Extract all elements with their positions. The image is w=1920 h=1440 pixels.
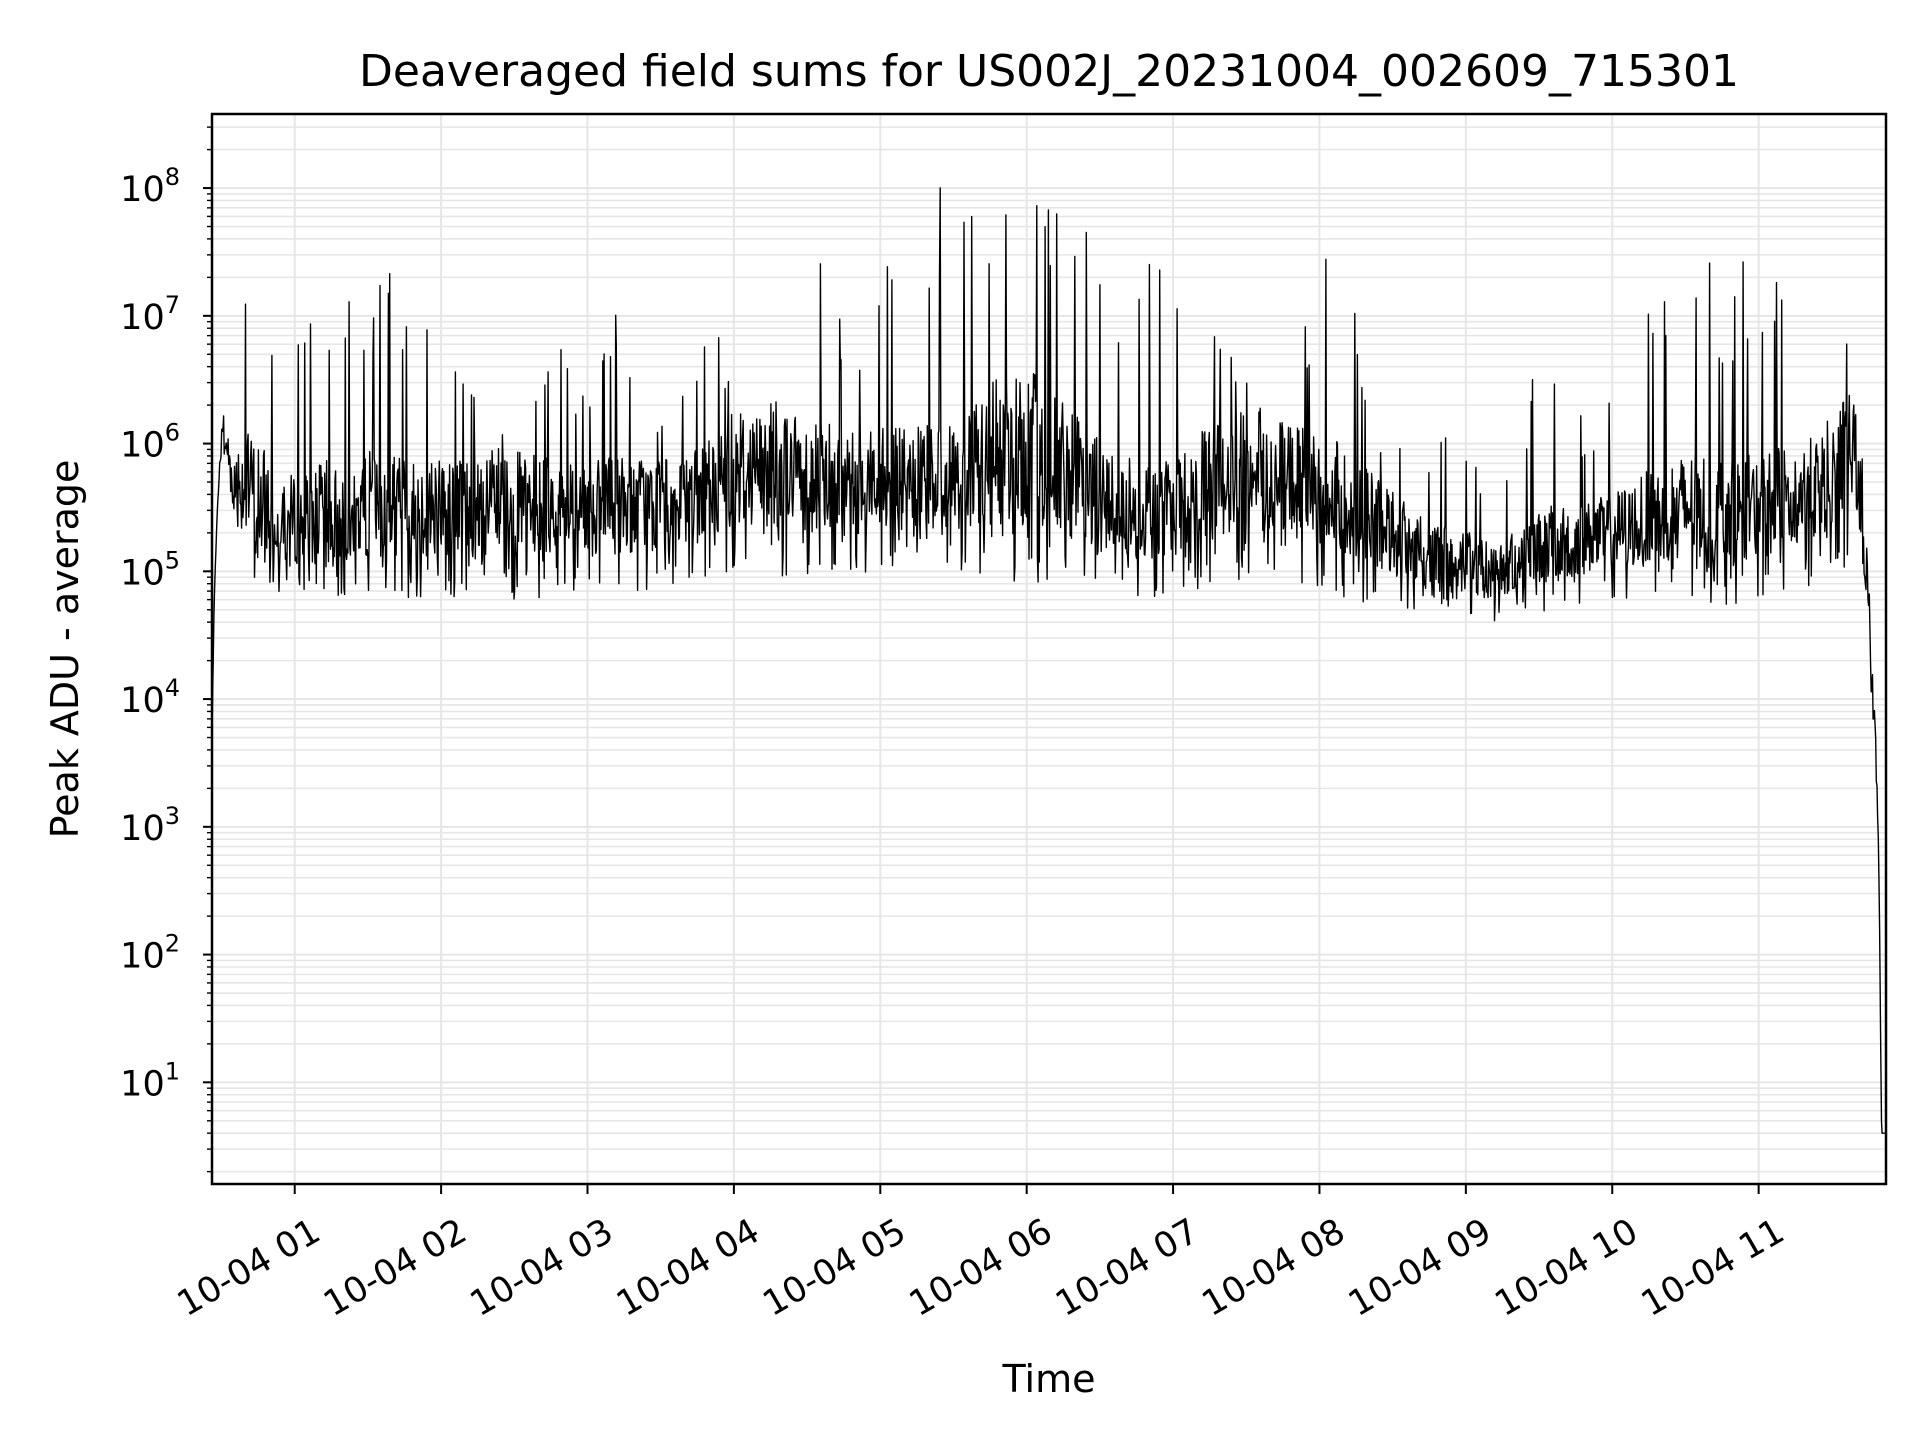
chart-title: Deaveraged field sums for US002J_2023100… xyxy=(359,46,1739,97)
y-tick-base: 10 xyxy=(120,937,165,977)
y-tick-base: 10 xyxy=(120,553,165,593)
y-tick-base: 10 xyxy=(120,170,165,210)
y-tick-label: 108 xyxy=(120,163,180,210)
y-tick-exponent: 6 xyxy=(165,419,180,447)
y-tick-exponent: 3 xyxy=(165,802,180,830)
series-layer xyxy=(211,187,1887,1134)
y-tick-label: 107 xyxy=(120,291,180,338)
y-axis-label: Peak ADU - average xyxy=(43,460,87,839)
y-tick-label: 106 xyxy=(120,419,180,466)
y-tick-exponent: 8 xyxy=(165,163,180,191)
plot-frame xyxy=(210,112,1888,1186)
y-tick-exponent: 7 xyxy=(165,291,180,319)
y-tick-label: 104 xyxy=(120,674,180,721)
y-tick-base: 10 xyxy=(120,809,165,849)
y-tick-label: 101 xyxy=(120,1057,180,1104)
x-axis-label: Time xyxy=(1002,1357,1096,1401)
y-tick-label: 103 xyxy=(120,802,180,849)
series-line xyxy=(211,187,1887,1134)
y-tick-base: 10 xyxy=(120,681,165,721)
y-tick-base: 10 xyxy=(120,426,165,466)
y-tick-exponent: 2 xyxy=(165,930,180,958)
y-tick-base: 10 xyxy=(120,1064,165,1104)
y-tick-label: 105 xyxy=(120,546,180,593)
y-tick-exponent: 4 xyxy=(165,674,180,702)
grid xyxy=(212,114,1886,1184)
y-tick-exponent: 1 xyxy=(165,1057,180,1085)
y-tick-exponent: 5 xyxy=(165,546,180,574)
y-tick-label: 102 xyxy=(120,930,180,977)
y-tick-base: 10 xyxy=(120,298,165,338)
